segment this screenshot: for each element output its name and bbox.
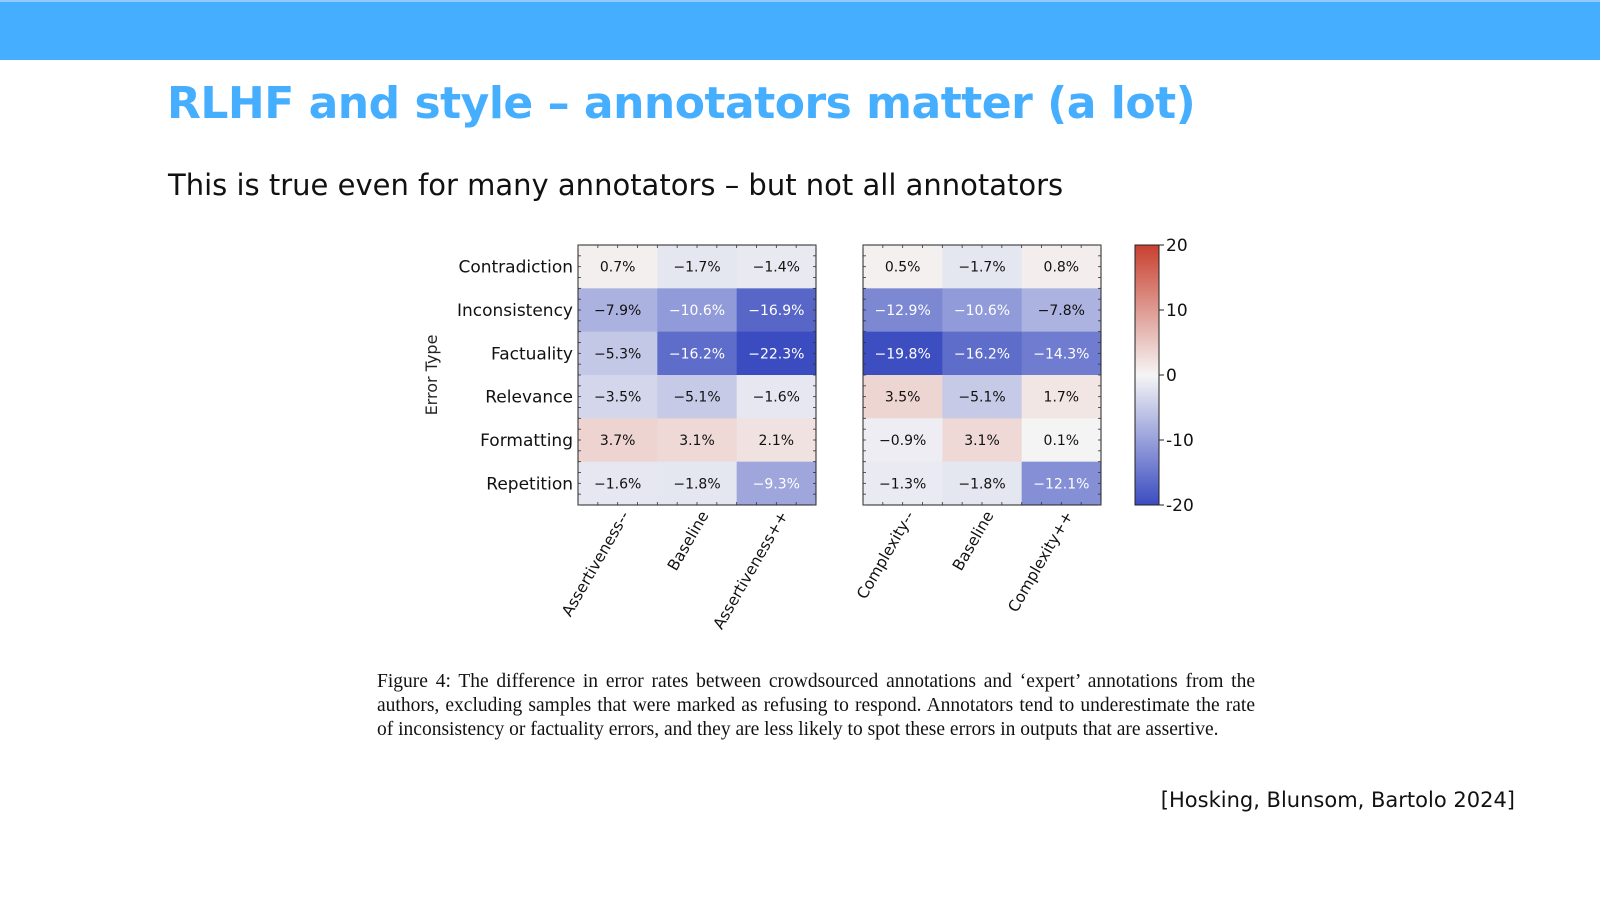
heatmap-cell xyxy=(657,418,738,463)
row-tick-label: Repetition xyxy=(486,474,573,494)
colorbar-tick-label: -20 xyxy=(1166,496,1194,516)
colorbar-tick-label: 0 xyxy=(1166,366,1177,386)
heatmap-cell xyxy=(942,375,1023,419)
column-tick-label: Complexity++ xyxy=(1004,508,1076,615)
heatmap-cell xyxy=(657,375,738,419)
header-bar xyxy=(0,0,1600,60)
column-tick-label: Complexity-- xyxy=(853,508,918,602)
cell-value-label: −22.3% xyxy=(748,346,804,362)
heatmap-cell xyxy=(578,375,658,419)
heatmap-cell xyxy=(578,288,658,333)
cell-value-label: −7.9% xyxy=(594,303,641,319)
heatmap-cell xyxy=(578,245,658,289)
cell-value-label: −1.6% xyxy=(753,390,800,406)
heatmap-cell xyxy=(657,461,738,506)
cell-value-label: −19.8% xyxy=(875,346,931,362)
column-tick-label: Baseline xyxy=(949,508,997,574)
row-tick-label: Relevance xyxy=(485,388,573,408)
cell-value-label: 1.7% xyxy=(1044,390,1080,406)
cell-value-label: −14.3% xyxy=(1033,346,1089,362)
heatmap-figure: 0.7% −1.7% −1.4% −7.9% −10.6% −16.9% −5.3% −16.… xyxy=(422,236,1194,632)
column-tick-label: Baseline xyxy=(664,508,712,574)
cell-value-label: −5.3% xyxy=(594,346,641,362)
heatmap-cell xyxy=(942,461,1023,506)
heatmap-cell xyxy=(736,375,817,419)
heatmap-cell xyxy=(736,288,817,333)
colorbar-tick-label: 20 xyxy=(1166,236,1188,256)
cell-value-label: −5.1% xyxy=(673,390,720,406)
cell-value-label: 0.5% xyxy=(885,260,921,276)
heatmap-cell xyxy=(1021,245,1102,289)
row-tick-label: Contradiction xyxy=(458,258,573,278)
colorbar xyxy=(1134,244,1160,506)
cell-value-label: −1.6% xyxy=(594,476,641,492)
slide-subtitle: This is true even for many annotators – … xyxy=(168,168,1064,202)
heatmap-cell xyxy=(863,245,943,289)
cell-value-label: −0.9% xyxy=(879,433,926,449)
row-tick-label: Formatting xyxy=(480,431,573,451)
colorbar-tick-label: 10 xyxy=(1166,301,1188,321)
cell-value-label: 3.5% xyxy=(885,390,921,406)
heatmap-cell xyxy=(942,245,1023,289)
heatmap-cell xyxy=(942,331,1023,376)
heatmap-cell xyxy=(657,331,738,376)
heatmap-cell xyxy=(1021,375,1102,419)
cell-value-label: 0.1% xyxy=(1044,433,1080,449)
heatmap-cell xyxy=(1021,418,1102,463)
heatmap-cell xyxy=(736,418,817,463)
y-axis-label: Error Type xyxy=(422,335,441,416)
heatmap-cell xyxy=(863,418,943,463)
row-tick-label: Inconsistency xyxy=(457,301,573,321)
heatmap-cell xyxy=(863,461,943,506)
figure-caption: Figure 4: The difference in error rates … xyxy=(377,671,1255,740)
cell-value-label: 3.1% xyxy=(964,433,1000,449)
cell-value-label: 2.1% xyxy=(759,433,795,449)
heatmap-cell xyxy=(578,461,658,506)
citation: [Hosking, Blunsom, Bartolo 2024] xyxy=(1160,788,1515,812)
cell-value-label: −5.1% xyxy=(958,390,1005,406)
heatmap-cell xyxy=(1021,331,1102,376)
colorbar-tick-label: -10 xyxy=(1166,431,1194,451)
cell-value-label: −12.9% xyxy=(875,303,931,319)
column-tick-label: Assertiveness++ xyxy=(710,508,792,632)
cell-value-label: −1.7% xyxy=(958,260,1005,276)
heatmap-cell xyxy=(736,461,817,506)
cell-value-label: −3.5% xyxy=(594,390,641,406)
row-tick-label: Factuality xyxy=(491,344,573,364)
cell-value-label: −12.1% xyxy=(1033,476,1089,492)
heatmap-cell xyxy=(578,331,658,376)
cell-value-label: −16.9% xyxy=(748,303,804,319)
heatmap-cell xyxy=(863,288,943,333)
heatmap-cell xyxy=(863,375,943,419)
cell-value-label: −1.8% xyxy=(673,476,720,492)
heatmap-cell xyxy=(736,245,817,289)
cell-value-label: −7.8% xyxy=(1038,303,1085,319)
cell-value-label: −10.6% xyxy=(954,303,1010,319)
heatmap-cell xyxy=(1021,461,1102,506)
cell-value-label: −1.3% xyxy=(879,476,926,492)
cell-value-label: −16.2% xyxy=(954,346,1010,362)
cell-value-label: −1.4% xyxy=(753,260,800,276)
heatmap-cell xyxy=(657,245,738,289)
cell-value-label: 3.1% xyxy=(679,433,715,449)
heatmap-cell xyxy=(1021,288,1102,333)
cell-value-label: −16.2% xyxy=(669,346,725,362)
heatmap-cell xyxy=(578,418,658,463)
cell-value-label: −10.6% xyxy=(669,303,725,319)
cell-value-label: −1.8% xyxy=(958,476,1005,492)
cell-value-label: 0.7% xyxy=(600,260,636,276)
cell-value-label: 3.7% xyxy=(600,433,636,449)
heatmap-cell xyxy=(736,331,817,376)
heatmap-cell xyxy=(657,288,738,333)
heatmap-cell xyxy=(942,418,1023,463)
cell-value-label: 0.8% xyxy=(1044,260,1080,276)
column-tick-label: Assertiveness-- xyxy=(558,508,633,620)
slide-title: RLHF and style – annotators matter (a lo… xyxy=(167,78,1196,129)
cell-value-label: −9.3% xyxy=(753,476,800,492)
cell-value-label: −1.7% xyxy=(673,260,720,276)
heatmap-cell xyxy=(863,331,943,376)
heatmap-cell xyxy=(942,288,1023,333)
